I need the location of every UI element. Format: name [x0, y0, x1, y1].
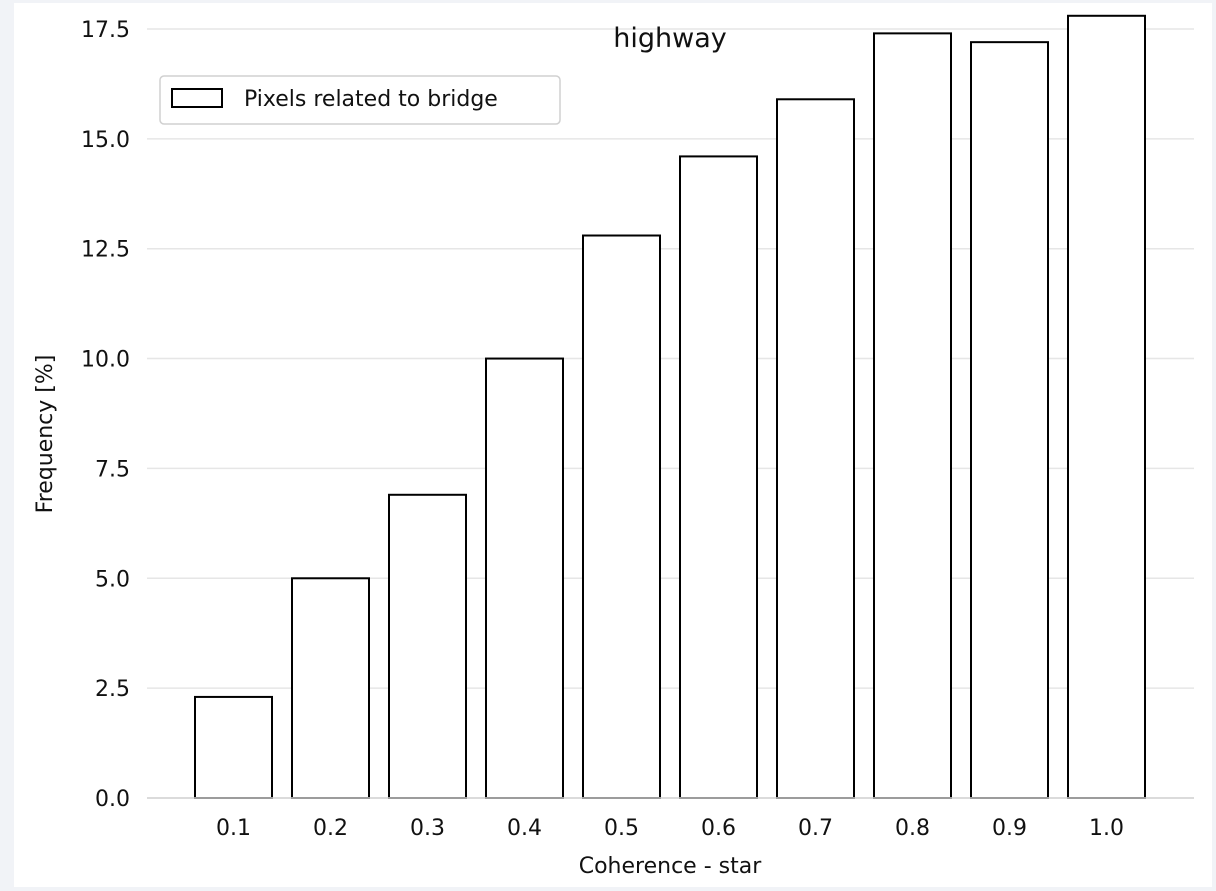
x-tick-label: 0.2 — [313, 816, 348, 841]
bar-0.7 — [776, 98, 855, 800]
y-tick-label: 0.0 — [95, 787, 130, 812]
bar-0.9 — [970, 41, 1049, 799]
x-axis-label: Coherence - star — [579, 854, 762, 879]
x-tick-label: 0.7 — [798, 816, 833, 841]
bar-0.2 — [291, 577, 370, 799]
bar-0.8 — [873, 32, 952, 800]
bar-0.6 — [679, 155, 758, 799]
legend: Pixels related to bridge — [159, 75, 561, 125]
x-tick-label: 1.0 — [1089, 816, 1124, 841]
y-tick-label: 15.0 — [81, 128, 130, 153]
x-tick-label: 0.1 — [216, 816, 251, 841]
y-tick-labels: 0.0 2.5 5.0 7.5 10.0 12.5 15.0 17.5 — [81, 18, 130, 812]
bar-0.5 — [582, 234, 661, 799]
y-axis-label: Frequency [%] — [33, 355, 58, 514]
x-tick-label: 0.5 — [604, 816, 639, 841]
y-tick-label: 7.5 — [95, 457, 130, 482]
y-tick-label: 17.5 — [81, 18, 130, 43]
bar-0.3 — [388, 493, 467, 799]
bar-0.4 — [485, 357, 564, 799]
x-tick-label: 0.6 — [701, 816, 736, 841]
x-tick-labels: 0.1 0.2 0.3 0.4 0.5 0.6 0.7 0.8 0.9 1.0 — [216, 816, 1124, 841]
chart-figure: 0.0 2.5 5.0 7.5 10.0 12.5 15.0 17.5 0.1 0.2 0.3 0.… — [14, 3, 1212, 887]
chart-title: highway — [613, 23, 726, 54]
bar-0.1 — [194, 695, 273, 800]
x-tick-label: 0.3 — [410, 816, 445, 841]
y-tick-label: 10.0 — [81, 348, 130, 373]
legend-label: Pixels related to bridge — [244, 87, 498, 112]
y-tick-label: 2.5 — [95, 677, 130, 702]
x-tick-label: 0.9 — [992, 816, 1027, 841]
bars — [194, 14, 1146, 800]
legend-swatch — [171, 88, 223, 108]
y-tick-label: 5.0 — [95, 567, 130, 592]
bar-1.0 — [1067, 14, 1146, 800]
legend-frame — [159, 75, 561, 125]
x-tick-label: 0.4 — [507, 816, 542, 841]
bar-chart: 0.02.55.07.510.012.515.017.5 0.1 0.2 0.3 0.… — [33, 14, 1194, 879]
y-tick-label: 12.5 — [81, 238, 130, 263]
x-tick-label: 0.8 — [895, 816, 930, 841]
